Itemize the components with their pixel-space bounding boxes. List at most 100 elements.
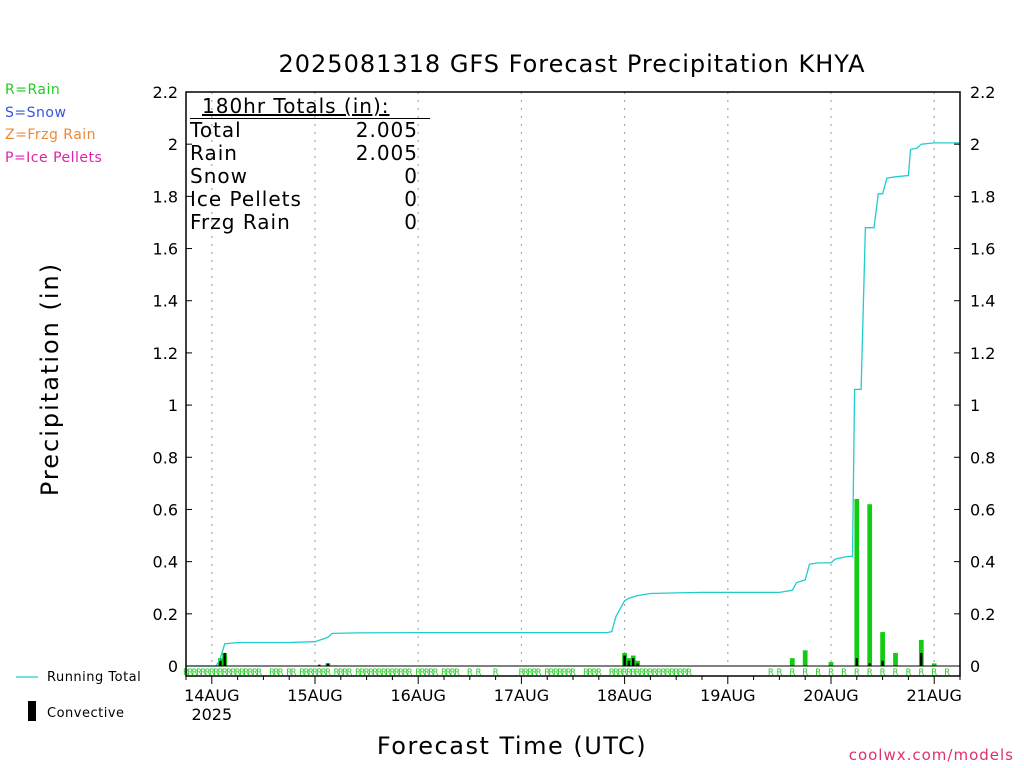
rain-marker: R <box>648 668 654 678</box>
y-tick-label: 1.2 <box>153 344 178 363</box>
x-axis-label: Forecast Time (UTC) <box>376 732 648 760</box>
rain-marker: R <box>200 668 206 678</box>
rain-marker: R <box>549 668 555 678</box>
rain-marker: R <box>433 668 439 678</box>
rain-marker: R <box>682 668 688 678</box>
precip-bar <box>789 658 795 666</box>
rain-marker: R <box>226 668 232 678</box>
rain-marker: R <box>428 668 434 678</box>
rain-marker: R <box>454 668 460 678</box>
y-tick-label: 0 <box>970 657 980 676</box>
x-tick-label: 18AUG <box>597 686 652 705</box>
y-axis-label: Precipitation (in) <box>36 261 64 497</box>
rain-marker: R <box>196 668 202 678</box>
rain-marker: R <box>317 668 323 678</box>
rain-marker: R <box>661 668 667 678</box>
rain-marker: R <box>867 668 873 678</box>
rain-marker: R <box>274 668 280 678</box>
totals-box: 180hr Totals (in): Total 2.005 Rain 2.005 … <box>190 94 430 234</box>
precip-bars <box>218 499 937 666</box>
totals-value: 0 <box>404 210 418 234</box>
rain-marker: R <box>398 668 404 678</box>
x-tick-label: 14AUG <box>184 686 239 705</box>
rain-marker: R <box>665 668 671 678</box>
rain-marker: R <box>407 668 413 678</box>
y-axis-left: 0 0.2 0.4 0.6 0.8 1 1.2 1.4 1.6 1.8 2 2.2 <box>153 83 192 676</box>
y-tick-label: 0.6 <box>970 500 995 519</box>
rain-marker: R <box>256 668 262 678</box>
convective-bar <box>219 660 222 666</box>
y-tick-label: 0.2 <box>970 605 995 624</box>
rain-marker: R <box>213 668 219 678</box>
rain-marker: R <box>566 668 572 678</box>
precip-bar <box>802 650 808 666</box>
rain-marker: R <box>931 668 937 678</box>
rain-marker: R <box>919 668 925 678</box>
totals-label: Ice Pellets <box>190 187 302 211</box>
rain-marker: R <box>334 668 340 678</box>
rain-marker: R <box>553 668 559 678</box>
totals-label: Rain <box>190 141 238 165</box>
totals-row: Total 2.005 <box>190 119 430 142</box>
rain-marker: R <box>291 668 297 678</box>
y-tick-label: 2 <box>168 135 178 154</box>
rain-marker: R <box>441 668 447 678</box>
convective-bar <box>920 652 923 666</box>
rain-marker: R <box>493 668 499 678</box>
rain-marker: R <box>815 668 821 678</box>
convective-bar <box>623 655 626 666</box>
totals-label: Total <box>190 118 242 142</box>
y-tick-label: 1 <box>970 396 980 415</box>
rain-marker: R <box>880 668 886 678</box>
convective-bar <box>326 663 330 666</box>
legend-ice-pellets: P=Ice Pellets <box>5 150 103 166</box>
rain-marker: R <box>372 668 378 678</box>
x-tick-label: 15AUG <box>287 686 342 705</box>
rain-marker: R <box>394 668 400 678</box>
convective-bar <box>223 652 226 666</box>
rain-marker: R <box>618 668 624 678</box>
rain-marker: R <box>523 668 529 678</box>
rain-marker: R <box>385 668 391 678</box>
rain-marker: R <box>377 668 383 678</box>
x-tick-label: 21AUG <box>906 686 961 705</box>
y-tick-label: 1.2 <box>970 344 995 363</box>
rain-marker: R <box>630 668 636 678</box>
rain-marker: R <box>635 668 641 678</box>
rain-marker: R <box>243 668 249 678</box>
rain-marker: R <box>218 668 224 678</box>
totals-row: Ice Pellets 0 <box>190 188 430 211</box>
y-tick-label: 1.6 <box>970 240 995 259</box>
convective-bar <box>855 658 858 666</box>
x-tick-label: 19AUG <box>700 686 755 705</box>
precip-bar <box>635 660 640 666</box>
rain-marker: R <box>854 668 860 678</box>
rain-marker: R <box>562 668 568 678</box>
rain-marker: R <box>476 668 482 678</box>
y-tick-label: 2.2 <box>970 83 995 102</box>
running-total-legend-label: Running Total <box>47 670 142 685</box>
y-tick-label: 2 <box>970 135 980 154</box>
rain-marker: R <box>656 668 662 678</box>
rain-marker: R <box>893 668 899 678</box>
y-tick-label: 0.4 <box>970 553 995 572</box>
convective-bar <box>636 663 639 666</box>
rain-marker: R <box>467 668 473 678</box>
chart-title: 2025081318 GFS Forecast Precipitation KH… <box>278 50 866 78</box>
rain-marker: R <box>278 668 284 678</box>
site-credit[interactable]: coolwx.com/models <box>848 746 1014 764</box>
convective-bar <box>632 658 635 666</box>
totals-divider <box>190 118 430 119</box>
rain-marker: R <box>222 668 228 678</box>
precip-bar <box>828 662 834 666</box>
convective-bars <box>219 652 923 666</box>
totals-header: 180hr Totals (in): <box>202 94 390 118</box>
rain-marker: R <box>325 668 331 678</box>
y-tick-label: 0.6 <box>153 500 178 519</box>
rain-marker: R <box>381 668 387 678</box>
totals-row: Rain 2.005 <box>190 142 430 165</box>
rain-marker: R <box>802 668 808 678</box>
rain-marker: R <box>248 668 254 678</box>
rain-marker: R <box>570 668 576 678</box>
